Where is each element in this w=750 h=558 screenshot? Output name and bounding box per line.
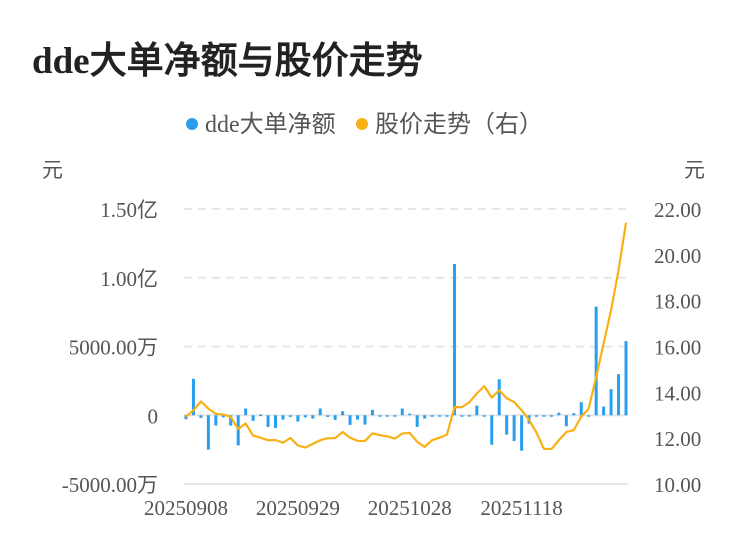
- bar[interactable]: [557, 412, 561, 416]
- bar[interactable]: [520, 415, 524, 451]
- bar[interactable]: [460, 415, 464, 417]
- right-tick-label: 22.00: [654, 198, 701, 222]
- bar[interactable]: [549, 415, 553, 417]
- right-tick-label: 18.00: [654, 290, 701, 314]
- bar[interactable]: [452, 264, 456, 416]
- bar[interactable]: [572, 413, 576, 416]
- bar[interactable]: [400, 408, 404, 416]
- left-axis-unit: 元: [42, 158, 63, 182]
- bar[interactable]: [356, 415, 360, 420]
- bar[interactable]: [318, 408, 322, 416]
- bar[interactable]: [341, 411, 345, 416]
- bar[interactable]: [191, 378, 195, 416]
- left-tick-label: 1.50亿: [100, 198, 158, 222]
- line-series: [185, 222, 628, 451]
- x-tick-label: 20250929: [256, 496, 340, 520]
- x-tick-label: 20251118: [480, 496, 562, 520]
- bar-series: [184, 264, 628, 451]
- bar[interactable]: [579, 402, 583, 416]
- bar[interactable]: [236, 415, 240, 446]
- bar[interactable]: [288, 415, 292, 417]
- bar[interactable]: [512, 415, 516, 441]
- bar[interactable]: [393, 415, 397, 417]
- bar[interactable]: [229, 415, 233, 426]
- price-line[interactable]: [185, 222, 628, 451]
- bar[interactable]: [587, 415, 591, 417]
- bar[interactable]: [408, 413, 412, 416]
- right-axis-unit: 元: [684, 158, 705, 182]
- bar[interactable]: [497, 379, 501, 416]
- bar[interactable]: [602, 406, 606, 416]
- x-tick-label: 20251028: [368, 496, 452, 520]
- bar[interactable]: [505, 415, 509, 435]
- bar[interactable]: [214, 415, 218, 426]
- bar[interactable]: [184, 415, 188, 420]
- bar[interactable]: [363, 415, 367, 425]
- bar[interactable]: [251, 415, 255, 421]
- bar[interactable]: [423, 415, 427, 419]
- bar[interactable]: [296, 415, 300, 422]
- left-tick-label: 5000.00万: [69, 336, 158, 360]
- bar[interactable]: [542, 415, 546, 417]
- bar[interactable]: [594, 306, 598, 416]
- bar[interactable]: [259, 414, 263, 417]
- right-tick-label: 12.00: [654, 427, 701, 451]
- bar[interactable]: [370, 409, 374, 416]
- bar[interactable]: [385, 415, 389, 417]
- bar[interactable]: [221, 415, 225, 418]
- right-tick-label: 20.00: [654, 244, 701, 268]
- left-tick-label: -5000.00万: [62, 473, 158, 497]
- bar[interactable]: [624, 341, 628, 416]
- x-tick-label: 20250908: [144, 496, 228, 520]
- bar[interactable]: [445, 415, 449, 417]
- bar[interactable]: [303, 415, 307, 418]
- right-tick-label: 10.00: [654, 473, 701, 497]
- legend-label-price[interactable]: 股价走势（右）: [375, 111, 543, 138]
- right-tick-label: 14.00: [654, 381, 701, 405]
- bar[interactable]: [244, 408, 248, 416]
- chart-title: dde大单净额与股价走势: [32, 41, 423, 82]
- bar[interactable]: [609, 389, 613, 416]
- bar[interactable]: [273, 415, 277, 428]
- bar[interactable]: [438, 415, 442, 417]
- bar[interactable]: [535, 415, 539, 417]
- bar[interactable]: [430, 415, 434, 417]
- bar[interactable]: [333, 415, 337, 420]
- legend-marker-dde: [186, 118, 198, 130]
- bar[interactable]: [415, 415, 419, 427]
- bar[interactable]: [475, 405, 479, 416]
- left-tick-label: 1.00亿: [100, 267, 158, 291]
- axes: -5000.00万 0 5000.00万 1.00亿 1.50亿 10.00 12.00 14…: [62, 198, 702, 520]
- bar[interactable]: [206, 415, 210, 450]
- bar[interactable]: [326, 415, 330, 417]
- legend[interactable]: dde大单净额 股价走势（右）: [186, 111, 543, 138]
- bar[interactable]: [281, 415, 285, 420]
- bar[interactable]: [266, 415, 270, 427]
- bar[interactable]: [199, 415, 203, 418]
- grid-lines: [184, 208, 628, 485]
- legend-label-dde[interactable]: dde大单净额: [205, 111, 336, 138]
- legend-marker-price: [356, 118, 368, 130]
- bar[interactable]: [490, 415, 494, 445]
- right-tick-label: 16.00: [654, 336, 701, 360]
- bar[interactable]: [482, 415, 486, 417]
- left-tick-label: 0: [148, 404, 159, 428]
- bar[interactable]: [378, 415, 382, 417]
- bar[interactable]: [348, 415, 352, 425]
- bar[interactable]: [467, 415, 471, 417]
- bar[interactable]: [564, 415, 568, 427]
- bar[interactable]: [311, 415, 315, 419]
- bar[interactable]: [617, 374, 621, 416]
